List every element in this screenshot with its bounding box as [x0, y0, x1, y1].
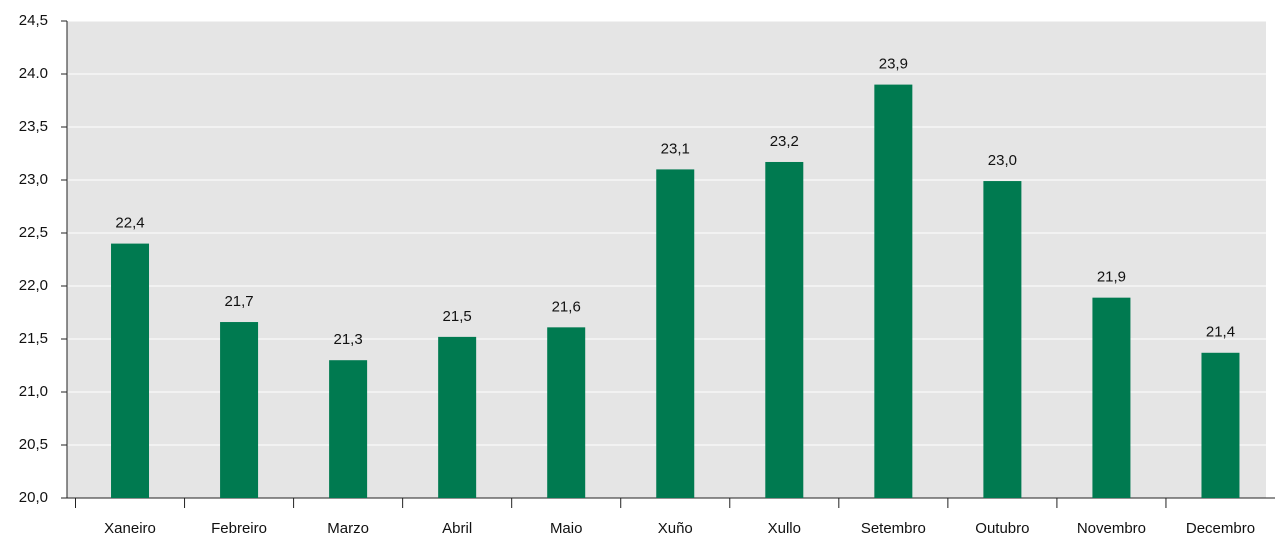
bar	[438, 336, 477, 498]
data-label: 21,4	[1206, 324, 1235, 341]
y-tick-label: 21,0	[19, 383, 48, 400]
y-tick-label: 23,0	[19, 171, 48, 188]
bar	[765, 161, 804, 499]
x-tick-label: Xaneiro	[104, 520, 156, 537]
data-label: 21,5	[443, 308, 472, 325]
data-label: 23,1	[661, 140, 690, 157]
data-label: 21,7	[224, 293, 253, 310]
bar	[547, 327, 586, 498]
x-tick-label: Xullo	[768, 520, 801, 537]
x-tick-label: Decembro	[1186, 520, 1255, 537]
data-label: 21,3	[334, 331, 363, 348]
bar	[1201, 352, 1240, 498]
x-tick-label: Abril	[442, 520, 472, 537]
bar	[983, 181, 1022, 498]
x-tick-label: Novembro	[1077, 520, 1146, 537]
data-label: 23,9	[879, 56, 908, 73]
x-tick-label: Febreiro	[211, 520, 267, 537]
y-tick-label: 24.0	[19, 65, 48, 82]
bar	[220, 322, 259, 498]
bar	[329, 360, 368, 498]
x-tick-label: Outubro	[975, 520, 1029, 537]
y-tick-label: 22,5	[19, 224, 48, 241]
y-tick-label: 20,0	[19, 489, 48, 506]
data-label: 23,2	[770, 133, 799, 150]
x-tick-label: Marzo	[327, 520, 369, 537]
bar	[111, 243, 150, 498]
x-tick-label: Xuño	[658, 520, 693, 537]
data-label: 22,4	[115, 215, 144, 232]
y-tick-label: 21,5	[19, 330, 48, 347]
y-tick-label: 24,5	[19, 12, 48, 29]
data-label: 21,6	[552, 298, 581, 315]
bar	[1092, 297, 1131, 498]
y-tick-label: 23,5	[19, 118, 48, 135]
x-tick-label: Setembro	[861, 520, 926, 537]
y-tick-label: 22,0	[19, 277, 48, 294]
bar	[874, 84, 913, 498]
data-label: 23,0	[988, 152, 1017, 169]
bar	[656, 169, 695, 498]
y-tick-label: 20,5	[19, 436, 48, 453]
data-label: 21,9	[1097, 269, 1126, 286]
x-tick-label: Maio	[550, 520, 583, 537]
